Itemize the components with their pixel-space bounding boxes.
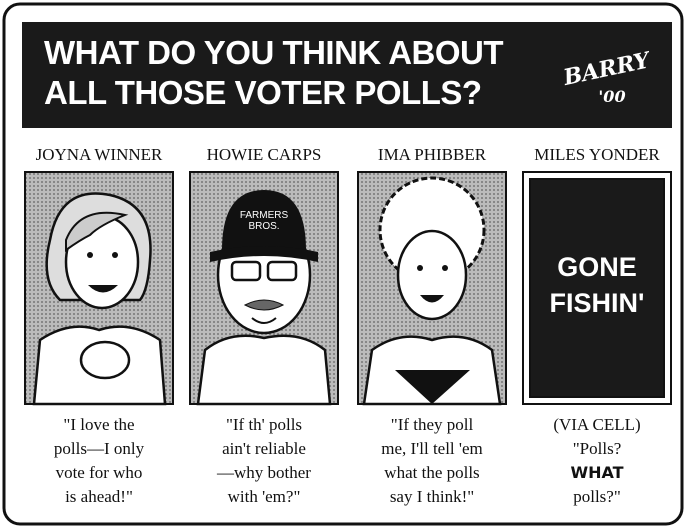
character-name: JOYNA WINNER bbox=[36, 145, 163, 164]
caption-line: WHAT bbox=[570, 463, 623, 482]
caption-line: "If they poll bbox=[391, 415, 474, 434]
caption-line: with 'em?" bbox=[228, 487, 301, 506]
caption-line: me, I'll tell 'em bbox=[381, 439, 483, 458]
title-line: ALL THOSE VOTER POLLS? bbox=[44, 74, 482, 111]
caption-line: polls—I only bbox=[54, 439, 145, 458]
caption-line: polls?" bbox=[573, 487, 621, 506]
caption-line: "Polls? bbox=[573, 439, 622, 458]
woman-curly-figure bbox=[362, 176, 502, 406]
woman-figure bbox=[32, 192, 167, 406]
caption-line: —why bother bbox=[216, 463, 311, 482]
caption-line: (VIA CELL) bbox=[553, 415, 640, 434]
character-name: IMA PHIBBER bbox=[378, 145, 487, 164]
man-figure bbox=[196, 190, 332, 406]
caption-line: "I love the bbox=[63, 415, 134, 434]
title-line: WHAT DO YOU THINK ABOUT bbox=[44, 34, 503, 71]
header-box bbox=[22, 22, 672, 128]
caption-line: "If th' polls bbox=[226, 415, 302, 434]
hat-text: BROS. bbox=[248, 221, 279, 232]
character-name: HOWIE CARPS bbox=[207, 145, 322, 164]
hat-text: FARMERS bbox=[240, 210, 289, 221]
caption-line: say I think!" bbox=[390, 487, 474, 506]
caption-line: vote for who bbox=[56, 463, 143, 482]
caption-line: ain't reliable bbox=[222, 439, 306, 458]
caption-line: what the polls bbox=[384, 463, 479, 482]
sign-text: GONE bbox=[557, 252, 637, 282]
signature-year: '00 bbox=[598, 87, 625, 106]
caption-line: is ahead!" bbox=[65, 487, 133, 506]
character-name: MILES YONDER bbox=[534, 145, 660, 164]
sign-text: FISHIN' bbox=[550, 288, 645, 318]
